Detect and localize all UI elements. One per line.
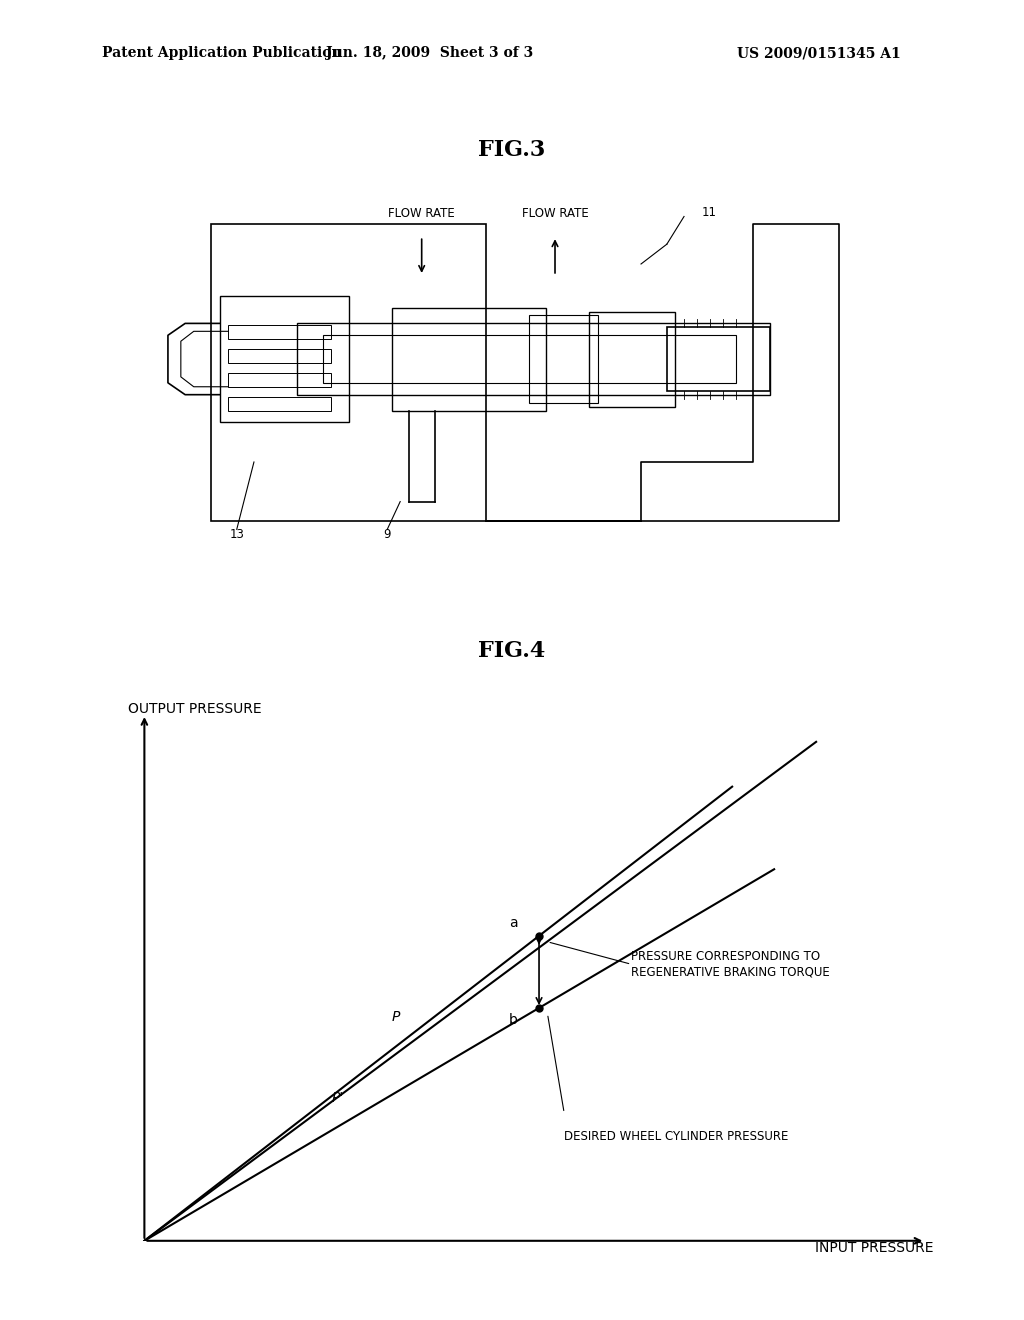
Bar bbox=[667, 327, 770, 391]
Bar bbox=[228, 326, 332, 339]
Text: 13: 13 bbox=[229, 528, 244, 541]
Text: PRESSURE CORRESPONDING TO
REGENERATIVE BRAKING TORQUE: PRESSURE CORRESPONDING TO REGENERATIVE B… bbox=[632, 950, 830, 978]
Text: US 2009/0151345 A1: US 2009/0151345 A1 bbox=[737, 46, 901, 61]
Bar bbox=[297, 323, 770, 395]
Bar bbox=[219, 296, 348, 422]
Text: DESIRED WHEEL CYLINDER PRESSURE: DESIRED WHEEL CYLINDER PRESSURE bbox=[564, 1130, 788, 1143]
Text: OUTPUT PRESSURE: OUTPUT PRESSURE bbox=[128, 701, 261, 715]
Bar bbox=[211, 224, 486, 521]
Bar bbox=[529, 315, 598, 403]
Text: FIG.4: FIG.4 bbox=[478, 640, 546, 663]
Bar bbox=[391, 308, 547, 411]
Text: 11: 11 bbox=[701, 206, 716, 219]
Text: P': P' bbox=[332, 1090, 344, 1105]
Bar bbox=[228, 397, 332, 411]
Bar bbox=[228, 374, 332, 387]
Bar bbox=[323, 335, 735, 383]
Text: b: b bbox=[509, 1014, 518, 1027]
Text: INPUT PRESSURE: INPUT PRESSURE bbox=[815, 1241, 934, 1255]
Text: FIG.3: FIG.3 bbox=[478, 139, 546, 161]
Bar bbox=[590, 312, 676, 407]
Text: 9: 9 bbox=[384, 528, 391, 541]
Text: Patent Application Publication: Patent Application Publication bbox=[102, 46, 342, 61]
Text: a: a bbox=[509, 916, 518, 931]
Text: Jun. 18, 2009  Sheet 3 of 3: Jun. 18, 2009 Sheet 3 of 3 bbox=[327, 46, 534, 61]
Text: P: P bbox=[392, 1010, 400, 1024]
Bar bbox=[228, 348, 332, 363]
Text: FLOW RATE: FLOW RATE bbox=[388, 207, 455, 220]
Text: FLOW RATE: FLOW RATE bbox=[521, 207, 589, 220]
